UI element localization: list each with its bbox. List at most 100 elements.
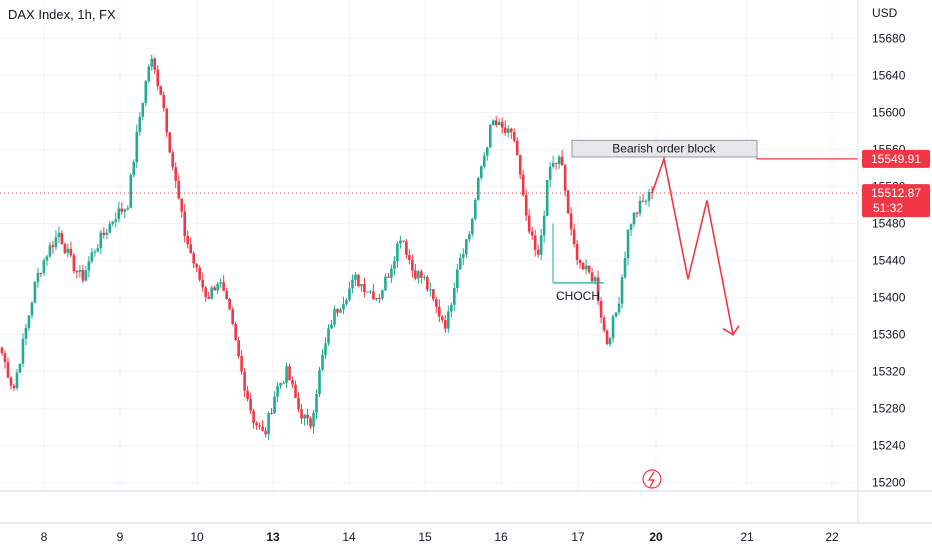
annotations-layer: Bearish order block CHOCH: [0, 139, 858, 489]
candle-body: [390, 268, 393, 278]
candle-body: [482, 155, 486, 167]
candle-body: [273, 396, 276, 414]
candle-body: [267, 413, 270, 435]
x-tick-label: 15: [418, 530, 432, 544]
candle-body: [444, 320, 447, 329]
candle-body: [213, 287, 216, 291]
candle-body: [476, 178, 480, 200]
candle-body: [231, 309, 234, 325]
candle-body: [327, 328, 330, 344]
projection-path: [651, 155, 734, 335]
candle-body: [258, 425, 261, 427]
candle-body: [63, 244, 67, 254]
candle-body: [255, 422, 258, 426]
candle-body: [285, 366, 288, 383]
x-tick-label: 10: [190, 530, 204, 544]
candle-body: [470, 218, 474, 235]
candle-body: [249, 398, 252, 411]
projection-arrowhead: [722, 325, 740, 336]
candle-body: [36, 272, 40, 282]
candle-body: [396, 243, 399, 262]
candle-body: [381, 290, 384, 299]
candle-body: [129, 175, 133, 208]
candle-body: [417, 271, 420, 279]
candle-body: [453, 288, 456, 305]
candle-body: [345, 300, 348, 305]
candle-body: [638, 200, 642, 214]
candle-body: [324, 343, 327, 355]
candle-body: [426, 277, 429, 290]
candle-body: [135, 131, 139, 163]
candle-body: [291, 380, 294, 385]
candle-body: [117, 208, 121, 220]
countdown-value: 51:32: [873, 201, 903, 215]
candle-body: [48, 245, 52, 257]
candle-body: [485, 147, 489, 156]
candle-body: [464, 239, 468, 255]
candle-body: [198, 267, 201, 280]
candle-body: [503, 127, 507, 133]
candle-body: [96, 248, 100, 252]
current-price-tag: [862, 184, 930, 218]
candle-body: [378, 297, 381, 299]
candle-body: [626, 230, 630, 259]
x-tick-label: 14: [342, 530, 356, 544]
candle-body: [566, 190, 570, 214]
candle-body: [33, 281, 37, 303]
candle-body: [432, 289, 435, 300]
candle-body: [500, 122, 504, 128]
x-tick-label: 8: [41, 530, 48, 544]
y-tick-label: 15400: [872, 291, 906, 305]
grid-lines: [0, 0, 858, 492]
candle-body: [435, 299, 438, 307]
candle-body: [192, 253, 196, 264]
candle-body: [132, 162, 136, 176]
candle-body: [84, 270, 88, 281]
candle-body: [147, 66, 151, 82]
candle-body: [408, 254, 411, 260]
candle-body: [69, 248, 73, 256]
candle-body: [605, 330, 609, 345]
y-tick-label: 15320: [872, 365, 906, 379]
candle-body: [569, 213, 573, 230]
candle-body: [488, 125, 492, 148]
candle-body: [159, 86, 163, 95]
candle-body: [420, 271, 423, 278]
candle-body: [264, 430, 267, 435]
candle-body: [120, 208, 124, 212]
candle-body: [342, 304, 345, 310]
candle-body: [467, 234, 471, 240]
candle-body: [111, 221, 115, 224]
candle-body: [204, 287, 207, 297]
candle-body: [533, 235, 537, 250]
candle-body: [447, 311, 450, 329]
candle-body: [360, 284, 363, 287]
candle-body: [243, 371, 246, 391]
y-tick-label: 15640: [872, 69, 906, 83]
candle-body: [123, 209, 127, 212]
x-tick-label: 22: [825, 530, 839, 544]
candle-body: [620, 277, 624, 304]
candle-body: [473, 199, 477, 219]
candle-body: [405, 241, 408, 255]
candle-body: [138, 116, 142, 132]
candle-body: [306, 414, 309, 419]
candle-body: [339, 309, 342, 313]
candle-body: [414, 270, 417, 279]
candle-body: [168, 132, 172, 153]
y-tick-label: 15480: [872, 217, 906, 231]
candle-body: [237, 340, 240, 357]
candle-body: [30, 302, 34, 316]
candle-body: [252, 410, 255, 423]
candle-body: [153, 58, 157, 70]
candle-body: [545, 179, 549, 216]
candle-body: [321, 354, 324, 370]
x-tick-label: 20: [649, 530, 663, 544]
candle-body: [162, 94, 166, 109]
candle-body: [42, 260, 46, 274]
candle-body: [554, 163, 558, 165]
candles: [0, 54, 654, 440]
candle-body: [608, 338, 612, 345]
